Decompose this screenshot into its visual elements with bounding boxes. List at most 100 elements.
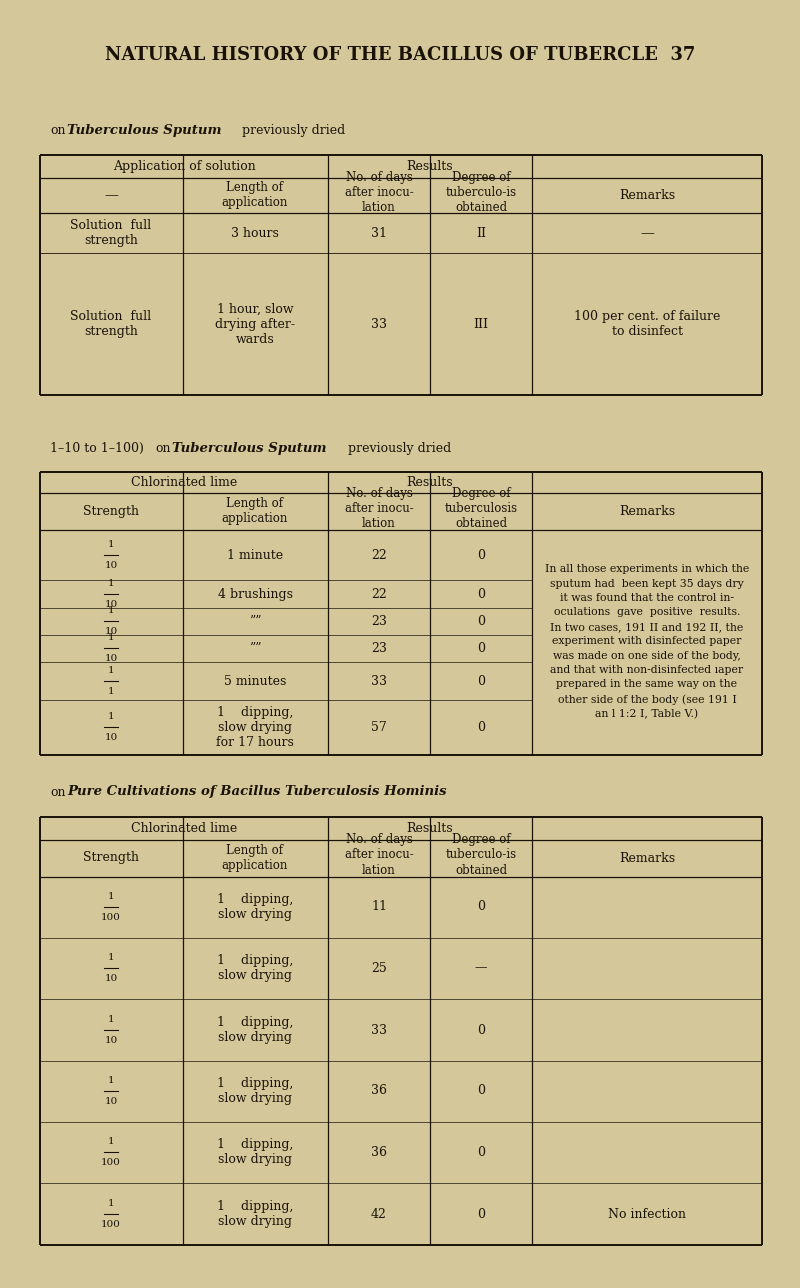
- Text: 4 brushings: 4 brushings: [218, 587, 293, 600]
- Text: on: on: [50, 786, 66, 799]
- Text: Results: Results: [406, 475, 454, 488]
- Text: 100: 100: [101, 1220, 121, 1229]
- Text: 1: 1: [108, 687, 114, 696]
- Text: on: on: [50, 124, 66, 137]
- Text: Chlorinated lime: Chlorinated lime: [131, 822, 237, 835]
- Text: 1: 1: [108, 1075, 114, 1084]
- Text: 42: 42: [371, 1208, 387, 1221]
- Text: 31: 31: [371, 227, 387, 240]
- Text: 1: 1: [108, 953, 114, 962]
- Text: No infection: No infection: [608, 1208, 686, 1221]
- Text: Degree of
tuberculo-is
obtained: Degree of tuberculo-is obtained: [446, 833, 517, 877]
- Text: NATURAL HISTORY OF THE BACILLUS OF TUBERCLE  37: NATURAL HISTORY OF THE BACILLUS OF TUBER…: [105, 46, 695, 64]
- Text: on: on: [155, 442, 170, 455]
- Text: 0: 0: [477, 1208, 485, 1221]
- Text: 5 minutes: 5 minutes: [224, 675, 286, 688]
- Text: 22: 22: [371, 587, 387, 600]
- Text: No. of days
after inocu-
lation: No. of days after inocu- lation: [345, 487, 414, 529]
- Text: 0: 0: [477, 720, 485, 733]
- Text: ””: ””: [249, 641, 262, 654]
- Text: 1: 1: [108, 666, 114, 675]
- Text: Degree of
tuberculo-is
obtained: Degree of tuberculo-is obtained: [446, 170, 517, 214]
- Text: 1    dipping,
slow drying: 1 dipping, slow drying: [217, 1016, 293, 1045]
- Text: 3 hours: 3 hours: [231, 227, 279, 240]
- Text: Remarks: Remarks: [619, 188, 675, 201]
- Text: 23: 23: [371, 641, 387, 654]
- Text: Remarks: Remarks: [619, 505, 675, 518]
- Text: 100 per cent. of failure
to disinfect: 100 per cent. of failure to disinfect: [574, 310, 720, 337]
- Text: Length of
application: Length of application: [222, 844, 288, 872]
- Text: No. of days
after inocu-
lation: No. of days after inocu- lation: [345, 833, 414, 877]
- Text: 0: 0: [477, 900, 485, 913]
- Text: 1    dipping,
slow drying: 1 dipping, slow drying: [217, 1077, 293, 1105]
- Text: 0: 0: [477, 1084, 485, 1097]
- Text: 10: 10: [104, 733, 118, 742]
- Text: —: —: [474, 962, 487, 975]
- Text: 22: 22: [371, 549, 387, 562]
- Text: 1    dipping,
slow drying
for 17 hours: 1 dipping, slow drying for 17 hours: [216, 706, 294, 748]
- Text: 1–10 to 1–100): 1–10 to 1–100): [50, 442, 144, 455]
- Text: 1    dipping,
slow drying: 1 dipping, slow drying: [217, 893, 293, 921]
- Text: 0: 0: [477, 587, 485, 600]
- Text: previously dried: previously dried: [348, 442, 451, 455]
- Text: 1: 1: [108, 580, 114, 589]
- Text: Tuberculous Sputum: Tuberculous Sputum: [67, 124, 222, 137]
- Text: 1: 1: [108, 1015, 114, 1024]
- Text: 10: 10: [104, 974, 118, 983]
- Text: 11: 11: [371, 900, 387, 913]
- Text: 10: 10: [104, 654, 118, 663]
- Text: 0: 0: [477, 1145, 485, 1158]
- Text: 1: 1: [108, 632, 114, 641]
- Text: Remarks: Remarks: [619, 851, 675, 864]
- Text: 1: 1: [108, 1137, 114, 1146]
- Text: 0: 0: [477, 1024, 485, 1037]
- Text: 10: 10: [104, 562, 118, 571]
- Text: 57: 57: [371, 720, 387, 733]
- Text: III: III: [474, 318, 489, 331]
- Text: 1: 1: [108, 1199, 114, 1208]
- Text: ””: ””: [249, 614, 262, 627]
- Text: In all those experiments in which the
sputum had  been kept 35 days dry
it was f: In all those experiments in which the sp…: [545, 564, 749, 720]
- Text: 1: 1: [108, 712, 114, 721]
- Text: 10: 10: [104, 600, 118, 609]
- Text: 33: 33: [371, 1024, 387, 1037]
- Text: 10: 10: [104, 627, 118, 636]
- Text: No. of days
after inocu-
lation: No. of days after inocu- lation: [345, 170, 414, 214]
- Text: Length of
application: Length of application: [222, 182, 288, 209]
- Text: 25: 25: [371, 962, 387, 975]
- Text: 1    dipping,
slow drying: 1 dipping, slow drying: [217, 1200, 293, 1227]
- Text: 0: 0: [477, 614, 485, 627]
- Text: 0: 0: [477, 675, 485, 688]
- Text: 0: 0: [477, 549, 485, 562]
- Text: 100: 100: [101, 913, 121, 922]
- Text: 33: 33: [371, 318, 387, 331]
- Text: 10: 10: [104, 1036, 118, 1045]
- Text: Results: Results: [406, 160, 454, 173]
- Text: Solution  full
strength: Solution full strength: [70, 219, 151, 247]
- Text: —: —: [640, 225, 654, 240]
- Text: Tuberculous Sputum: Tuberculous Sputum: [172, 442, 326, 455]
- Text: 1: 1: [108, 540, 114, 549]
- Text: Chlorinated lime: Chlorinated lime: [131, 475, 237, 488]
- Text: 10: 10: [104, 1097, 118, 1106]
- Text: Degree of
tuberculosis
obtained: Degree of tuberculosis obtained: [445, 487, 518, 529]
- Text: 1: 1: [108, 605, 114, 614]
- Text: 1    dipping,
slow drying: 1 dipping, slow drying: [217, 954, 293, 981]
- Text: 1    dipping,
slow drying: 1 dipping, slow drying: [217, 1139, 293, 1166]
- Text: 0: 0: [477, 641, 485, 654]
- Text: Results: Results: [406, 822, 454, 835]
- Text: Pure Cultivations of Bacillus Tuberculosis Hominis: Pure Cultivations of Bacillus Tuberculos…: [67, 786, 446, 799]
- Text: Length of
application: Length of application: [222, 497, 288, 526]
- Text: 1 hour, slow
drying after-
wards: 1 hour, slow drying after- wards: [215, 303, 295, 345]
- Text: 100: 100: [101, 1158, 121, 1167]
- Text: Strength: Strength: [83, 505, 139, 518]
- Text: Solution  full
strength: Solution full strength: [70, 310, 151, 337]
- Text: II: II: [476, 227, 486, 240]
- Text: Application of solution: Application of solution: [113, 160, 255, 173]
- Text: 36: 36: [371, 1145, 387, 1158]
- Text: 1 minute: 1 minute: [227, 549, 283, 562]
- Text: Strength: Strength: [83, 851, 139, 864]
- Text: 33: 33: [371, 675, 387, 688]
- Text: 23: 23: [371, 614, 387, 627]
- Text: —: —: [104, 188, 118, 202]
